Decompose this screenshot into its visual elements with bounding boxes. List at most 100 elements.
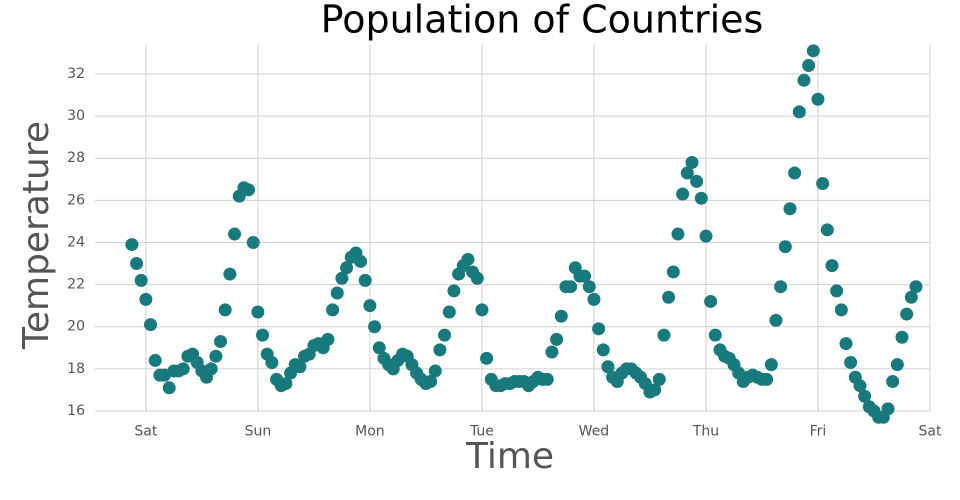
point: [680, 166, 694, 180]
point: [909, 280, 923, 294]
point: [130, 257, 144, 271]
point: [279, 377, 293, 391]
point: [676, 187, 690, 201]
y-tick-label: 20: [67, 319, 85, 335]
point: [778, 240, 792, 254]
point: [550, 332, 564, 346]
point: [596, 343, 610, 357]
point: [162, 381, 176, 395]
point: [774, 280, 788, 294]
y-tick-label: 32: [67, 66, 85, 82]
x-tick-label: Wed: [579, 424, 610, 440]
x-tick-label: Sun: [245, 424, 272, 440]
point: [372, 341, 386, 355]
x-tick-label: Sat: [919, 424, 942, 440]
point: [806, 44, 820, 58]
point: [685, 155, 699, 169]
point: [671, 227, 685, 241]
point: [694, 191, 708, 205]
point: [251, 305, 265, 319]
point: [475, 303, 489, 317]
point: [708, 328, 722, 342]
x-tick-label: Fri: [810, 424, 827, 440]
y-tick-label: 18: [67, 361, 85, 377]
point: [470, 271, 484, 285]
x-tick-label: Mon: [355, 424, 385, 440]
point: [321, 332, 335, 346]
point: [811, 92, 825, 106]
point: [886, 374, 900, 388]
point: [657, 328, 671, 342]
point: [760, 372, 774, 386]
point: [769, 313, 783, 327]
y-tick-label: 24: [67, 234, 85, 250]
point: [330, 286, 344, 300]
point: [326, 303, 340, 317]
point: [690, 174, 704, 188]
point: [554, 309, 568, 323]
point: [148, 353, 162, 367]
point: [788, 166, 802, 180]
point: [820, 223, 834, 237]
point: [839, 337, 853, 351]
point: [144, 318, 158, 332]
point: [601, 360, 615, 374]
chart-title: Population of Countries: [321, 0, 764, 42]
x-tick-label: Thu: [692, 424, 719, 440]
point: [592, 322, 606, 336]
point: [652, 372, 666, 386]
y-tick-label: 22: [67, 277, 85, 293]
point: [666, 265, 680, 279]
point: [424, 374, 438, 388]
point: [816, 177, 830, 191]
point: [358, 273, 372, 287]
point: [564, 280, 578, 294]
point: [438, 328, 452, 342]
point: [354, 254, 368, 268]
point: [125, 238, 139, 252]
point: [830, 284, 844, 298]
point: [802, 59, 816, 73]
point: [858, 389, 872, 403]
point: [433, 343, 447, 357]
x-tick-label: Tue: [469, 424, 494, 440]
point: [214, 334, 228, 348]
x-axis-label: Time: [465, 436, 554, 477]
point: [662, 290, 676, 304]
point: [363, 299, 377, 313]
point: [890, 358, 904, 372]
point: [540, 372, 554, 386]
y-tick-label: 30: [67, 108, 85, 124]
point: [176, 362, 190, 376]
point: [587, 292, 601, 306]
point: [246, 235, 260, 249]
point: [242, 183, 256, 197]
point: [783, 202, 797, 216]
point: [578, 269, 592, 283]
y-tick-label: 16: [67, 403, 85, 419]
point: [223, 267, 237, 281]
x-tick-label: Sat: [134, 424, 157, 440]
point: [904, 290, 918, 304]
point: [853, 379, 867, 393]
y-tick-label: 26: [67, 192, 85, 208]
y-tick-label: 28: [67, 150, 85, 166]
point: [764, 358, 778, 372]
point: [704, 294, 718, 308]
point: [442, 305, 456, 319]
point: [368, 320, 382, 334]
point: [209, 349, 223, 363]
point: [825, 259, 839, 273]
point: [218, 303, 232, 317]
point: [480, 351, 494, 365]
point: [265, 356, 279, 370]
point: [792, 105, 806, 119]
point: [447, 284, 461, 298]
point: [582, 280, 596, 294]
point: [895, 330, 909, 344]
point: [797, 73, 811, 87]
point: [134, 273, 148, 287]
point: [834, 303, 848, 317]
point: [340, 261, 354, 275]
